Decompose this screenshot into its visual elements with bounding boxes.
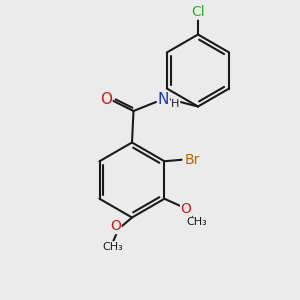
Text: Cl: Cl xyxy=(191,5,205,19)
Text: CH₃: CH₃ xyxy=(186,218,207,227)
Text: O: O xyxy=(181,202,191,216)
Text: N: N xyxy=(158,92,169,107)
Text: O: O xyxy=(100,92,112,107)
Text: Br: Br xyxy=(185,153,200,167)
Text: H: H xyxy=(171,99,180,109)
Text: O: O xyxy=(110,220,121,233)
Text: CH₃: CH₃ xyxy=(102,242,123,252)
